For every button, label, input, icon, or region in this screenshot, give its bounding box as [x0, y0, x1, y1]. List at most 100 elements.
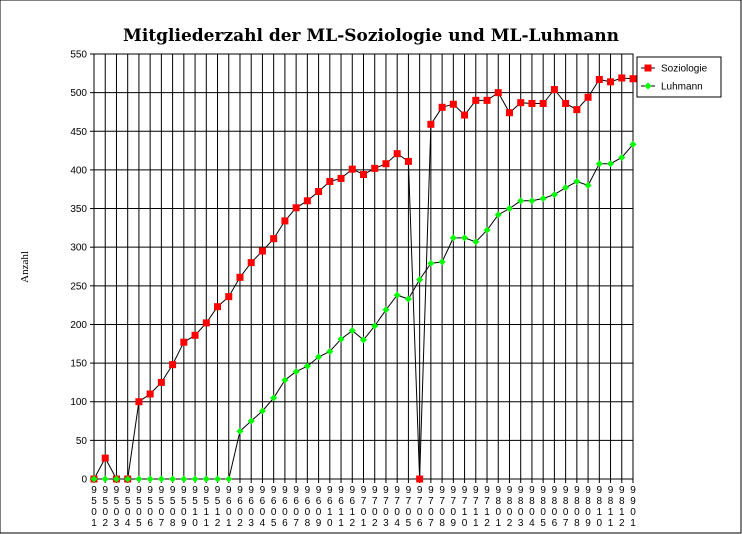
data-point	[461, 234, 469, 242]
data-point	[337, 335, 345, 343]
data-point	[303, 197, 311, 205]
data-point	[214, 475, 222, 483]
data-point	[247, 259, 255, 267]
data-point	[629, 140, 637, 148]
data-point	[629, 75, 637, 83]
data-point	[550, 191, 558, 199]
data-point	[214, 303, 222, 311]
data-point	[427, 259, 435, 267]
data-point	[416, 475, 424, 483]
data-point	[315, 353, 323, 361]
data-point	[416, 276, 424, 284]
data-point	[404, 295, 412, 303]
data-point	[483, 96, 491, 104]
y-tick-label: 500	[70, 88, 87, 99]
y-tick-label: 0	[81, 475, 87, 486]
data-point	[303, 362, 311, 370]
data-point	[270, 394, 278, 402]
data-point	[225, 475, 233, 483]
data-point	[427, 120, 435, 128]
y-tick-label: 350	[70, 204, 87, 215]
data-point	[595, 160, 603, 168]
data-point	[101, 454, 109, 462]
data-point	[202, 319, 210, 327]
data-point	[494, 89, 502, 97]
data-point	[292, 204, 300, 212]
data-point	[169, 475, 177, 483]
legend-label: Soziologie	[661, 64, 708, 75]
y-tick-label: 550	[70, 50, 87, 61]
data-point	[404, 157, 412, 165]
data-point	[281, 217, 289, 225]
data-point	[135, 475, 143, 483]
series-luhmann	[90, 140, 637, 483]
data-point	[382, 306, 390, 314]
data-point	[539, 99, 547, 107]
data-point	[382, 160, 390, 168]
data-point	[191, 331, 199, 339]
data-point	[584, 181, 592, 189]
data-point	[315, 188, 323, 196]
data-point	[539, 195, 547, 202]
data-point	[258, 407, 266, 415]
legend: Soziologie Luhmann	[636, 56, 722, 98]
data-point	[101, 475, 109, 483]
grid	[93, 53, 634, 480]
data-point	[393, 150, 401, 158]
y-tick-label: 450	[70, 127, 87, 138]
data-point	[371, 164, 379, 172]
data-point	[562, 184, 570, 192]
y-tick-label: 200	[70, 320, 87, 331]
data-point	[258, 247, 266, 255]
data-point	[494, 211, 502, 219]
data-point	[393, 291, 401, 299]
data-point	[180, 475, 188, 483]
axes: 0 50 100 150 200 250 300 350 400 450 500 550 9 5 0 1 9 5 0…	[70, 50, 636, 530]
data-point	[124, 475, 132, 483]
y-tick-label: 100	[70, 397, 87, 408]
y-tick-label: 250	[70, 281, 87, 292]
data-point	[573, 178, 581, 185]
series-layer	[90, 74, 637, 483]
plot-area-frame	[93, 53, 634, 480]
data-point	[281, 376, 289, 384]
data-point	[180, 338, 188, 346]
data-point	[337, 174, 345, 182]
